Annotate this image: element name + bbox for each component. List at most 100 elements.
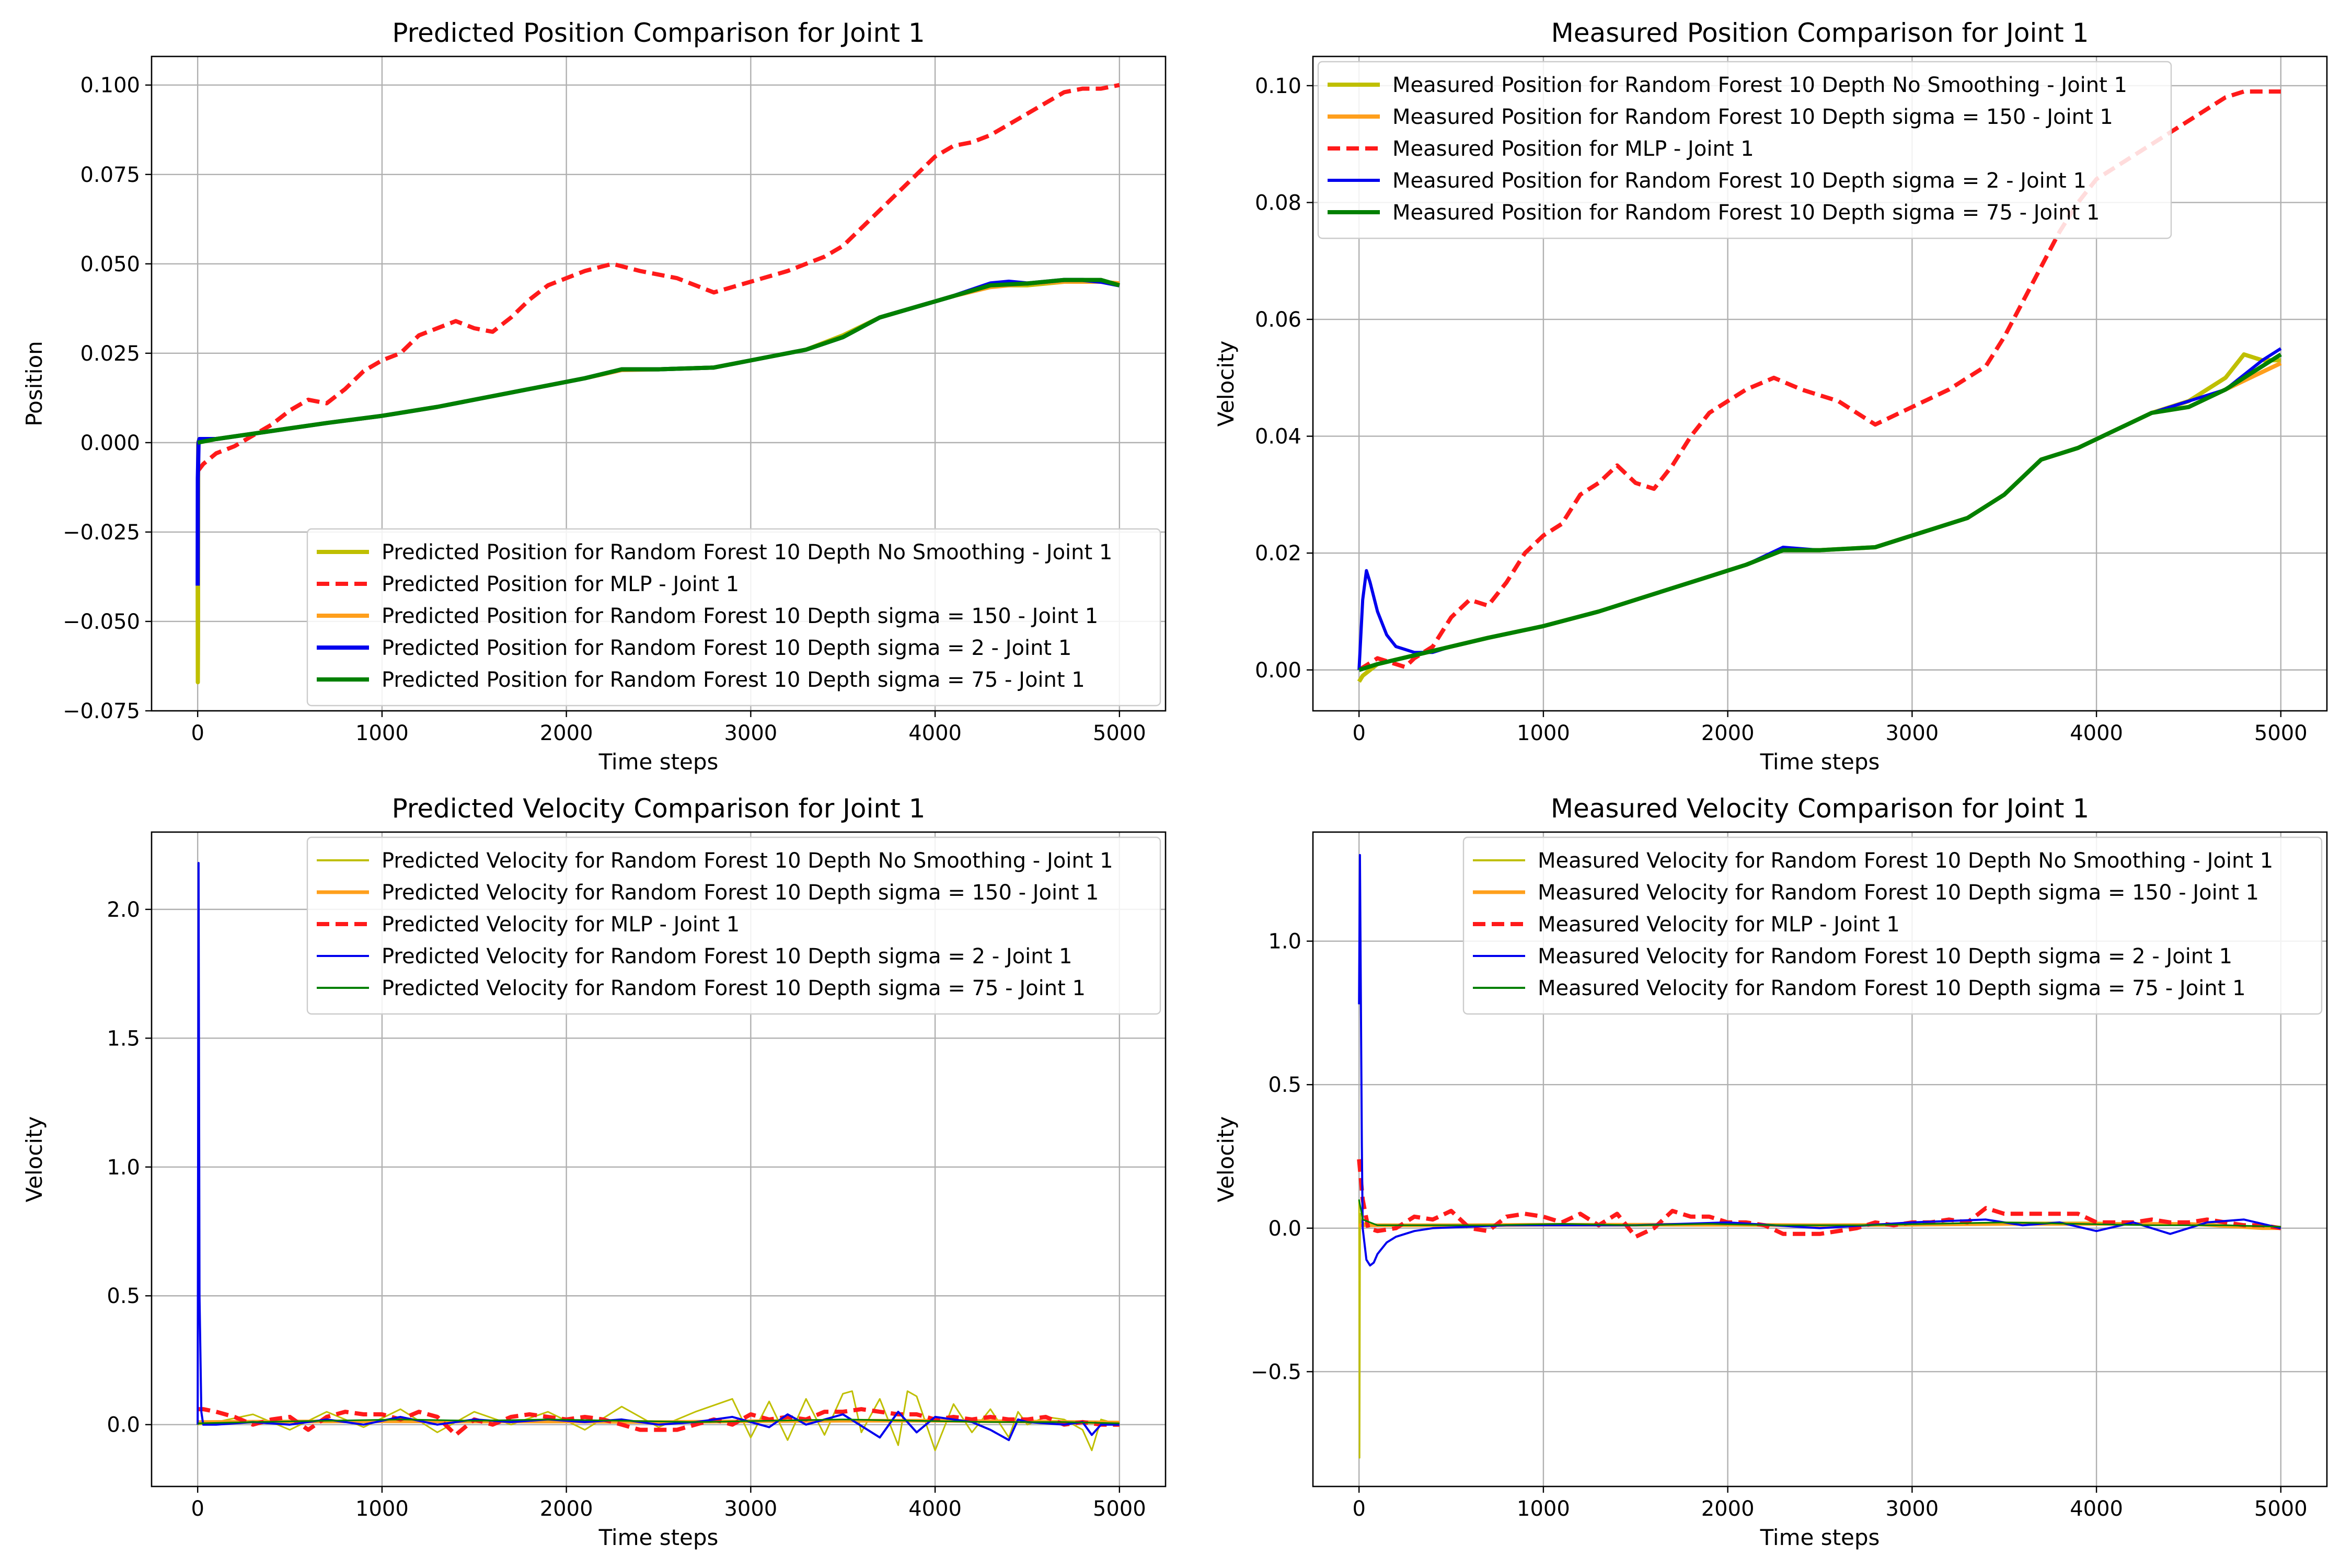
x-tick-label: 5000 bbox=[2254, 1497, 2308, 1521]
series-line-5 bbox=[1358, 352, 2282, 672]
legend: Measured Position for Random Forest 10 D… bbox=[1317, 61, 2172, 239]
y-tick-label: 0.025 bbox=[80, 342, 140, 366]
y-tick-label: 0.5 bbox=[107, 1284, 140, 1308]
y-tick-label: 1.5 bbox=[107, 1027, 140, 1051]
x-tick-label: 4000 bbox=[2070, 721, 2123, 745]
y-tick-label: 0.050 bbox=[80, 252, 140, 276]
x-tick-label: 2000 bbox=[540, 721, 593, 745]
legend-label: Predicted Position for MLP - Joint 1 bbox=[382, 572, 739, 596]
y-tick-label: −0.050 bbox=[63, 610, 140, 634]
x-tick-label: 3000 bbox=[724, 1497, 777, 1521]
y-tick-label: −0.5 bbox=[1251, 1360, 1301, 1384]
y-axis-label: Velocity bbox=[1213, 341, 1239, 427]
y-tick-label: 0.04 bbox=[1255, 425, 1301, 449]
legend-label: Measured Position for Random Forest 10 D… bbox=[1392, 73, 2127, 97]
y-tick-label: 1.0 bbox=[1268, 930, 1301, 954]
series-line-3 bbox=[197, 280, 1120, 445]
series-line-2 bbox=[196, 83, 1120, 473]
x-tick-label: 3000 bbox=[724, 721, 777, 745]
chart-panel-4: 0 1000 2000 3000 4000 5000 −0.5 0.0 0.5 1.0 Measur… bbox=[1213, 793, 2328, 1550]
chart-panel-1: 0 1000 2000 3000 4000 5000 −0.075 −0.050 −0.025 0… bbox=[21, 18, 1167, 775]
legend-label: Predicted Velocity for Random Forest 10 … bbox=[382, 976, 1086, 1000]
x-tick-label: 1000 bbox=[355, 721, 409, 745]
y-tick-label: 0.100 bbox=[80, 74, 140, 98]
y-tick-label: 0.08 bbox=[1255, 191, 1301, 215]
legend-label: Predicted Velocity for MLP - Joint 1 bbox=[382, 913, 740, 937]
x-tick-label: 5000 bbox=[1093, 1497, 1146, 1521]
legend-label: Measured Velocity for MLP - Joint 1 bbox=[1538, 913, 1900, 937]
x-axis-label: Time steps bbox=[1760, 749, 1880, 775]
series-line-5 bbox=[197, 278, 1120, 445]
y-tick-label: 0.10 bbox=[1255, 74, 1301, 98]
chart-panel-3: 0 1000 2000 3000 4000 5000 0.0 0.5 1.0 1.5 2.0 Pred… bbox=[21, 793, 1167, 1550]
y-axis-label: Velocity bbox=[1213, 1116, 1239, 1203]
x-tick-label: 2000 bbox=[540, 1497, 593, 1521]
y-tick-label: 0.0 bbox=[1268, 1217, 1301, 1241]
x-tick-label: 3000 bbox=[1885, 1497, 1939, 1521]
y-tick-label: −0.025 bbox=[63, 521, 140, 545]
legend-box bbox=[306, 836, 1161, 1015]
chart-panel-2: 0 1000 2000 3000 4000 5000 0.00 0.02 0.04 0.06 0.0… bbox=[1213, 18, 2328, 775]
x-tick-label: 1000 bbox=[1517, 721, 1570, 745]
legend-label: Measured Velocity for Random Forest 10 D… bbox=[1538, 849, 2273, 873]
legend-label: Measured Position for MLP - Joint 1 bbox=[1392, 137, 1754, 161]
x-tick-label: 0 bbox=[1352, 721, 1365, 745]
legend-box bbox=[306, 528, 1161, 707]
legend-label: Predicted Velocity for Random Forest 10 … bbox=[382, 881, 1099, 905]
x-tick-label: 0 bbox=[191, 721, 204, 745]
axes-frame bbox=[1312, 55, 2328, 712]
legend-label: Measured Position for Random Forest 10 D… bbox=[1392, 105, 2113, 129]
x-axis-label: Time steps bbox=[598, 1525, 719, 1550]
y-tick-label: 0.075 bbox=[80, 163, 140, 187]
x-axis-label: Time steps bbox=[1760, 1525, 1880, 1550]
series-line-1 bbox=[1358, 1199, 2281, 1459]
y-tick-label: 0.02 bbox=[1255, 541, 1301, 566]
chart-title: Measured Velocity Comparison for Joint 1 bbox=[1551, 793, 2089, 824]
x-tick-label: 5000 bbox=[2254, 721, 2308, 745]
legend-label: Measured Position for Random Forest 10 D… bbox=[1392, 169, 2086, 193]
x-tick-label: 4000 bbox=[908, 721, 962, 745]
series-line-5 bbox=[198, 1419, 1120, 1424]
series-line-1 bbox=[197, 1390, 1120, 1451]
chart-title: Measured Position Comparison for Joint 1 bbox=[1551, 18, 2089, 48]
legend-label: Predicted Velocity for Random Forest 10 … bbox=[382, 944, 1072, 969]
series-line-2 bbox=[1358, 361, 2282, 672]
axes-frame bbox=[151, 55, 1167, 712]
legend: Predicted Position for Random Forest 10 … bbox=[306, 528, 1161, 707]
series-group bbox=[195, 83, 1120, 685]
axes-frame bbox=[1312, 831, 2328, 1488]
y-axis-label: Velocity bbox=[21, 1116, 47, 1203]
series-line-4 bbox=[1357, 347, 2282, 670]
series-group bbox=[197, 862, 1120, 1451]
y-tick-label: 0.06 bbox=[1255, 308, 1301, 332]
legend-box bbox=[1462, 836, 2323, 1015]
legend-box bbox=[1317, 61, 2172, 239]
x-tick-label: 5000 bbox=[1093, 721, 1146, 745]
legend-label: Predicted Position for Random Forest 10 … bbox=[382, 540, 1112, 564]
x-tick-label: 2000 bbox=[1701, 721, 1755, 745]
series-line-1 bbox=[1357, 352, 2281, 683]
y-tick-label: −0.075 bbox=[63, 699, 140, 723]
legend-label: Measured Position for Random Forest 10 D… bbox=[1392, 201, 2100, 225]
y-tick-label: 0.5 bbox=[1268, 1073, 1301, 1097]
x-tick-label: 2000 bbox=[1701, 1497, 1755, 1521]
y-tick-label: 0.000 bbox=[80, 431, 140, 455]
x-tick-label: 1000 bbox=[355, 1497, 409, 1521]
legend-label: Predicted Position for Random Forest 10 … bbox=[382, 604, 1098, 628]
legend-label: Measured Velocity for Random Forest 10 D… bbox=[1538, 976, 2246, 1000]
legend-label: Measured Velocity for Random Forest 10 D… bbox=[1538, 944, 2232, 969]
y-tick-label: 0.00 bbox=[1255, 659, 1301, 683]
x-tick-label: 4000 bbox=[908, 1497, 962, 1521]
x-tick-label: 4000 bbox=[2070, 1497, 2123, 1521]
x-axis-label: Time steps bbox=[598, 749, 719, 775]
legend-label: Predicted Position for Random Forest 10 … bbox=[382, 668, 1085, 692]
y-tick-label: 0.0 bbox=[107, 1413, 140, 1437]
legend: Predicted Velocity for Random Forest 10 … bbox=[306, 836, 1161, 1015]
legend-label: Predicted Velocity for Random Forest 10 … bbox=[382, 849, 1113, 873]
legend-label: Measured Velocity for Random Forest 10 D… bbox=[1538, 881, 2259, 905]
legend-label: Predicted Position for Random Forest 10 … bbox=[382, 636, 1071, 660]
x-tick-label: 0 bbox=[191, 1497, 204, 1521]
chart-title: Predicted Position Comparison for Joint … bbox=[392, 18, 925, 48]
x-tick-label: 0 bbox=[1352, 1497, 1365, 1521]
series-line-3 bbox=[1357, 1159, 2281, 1239]
